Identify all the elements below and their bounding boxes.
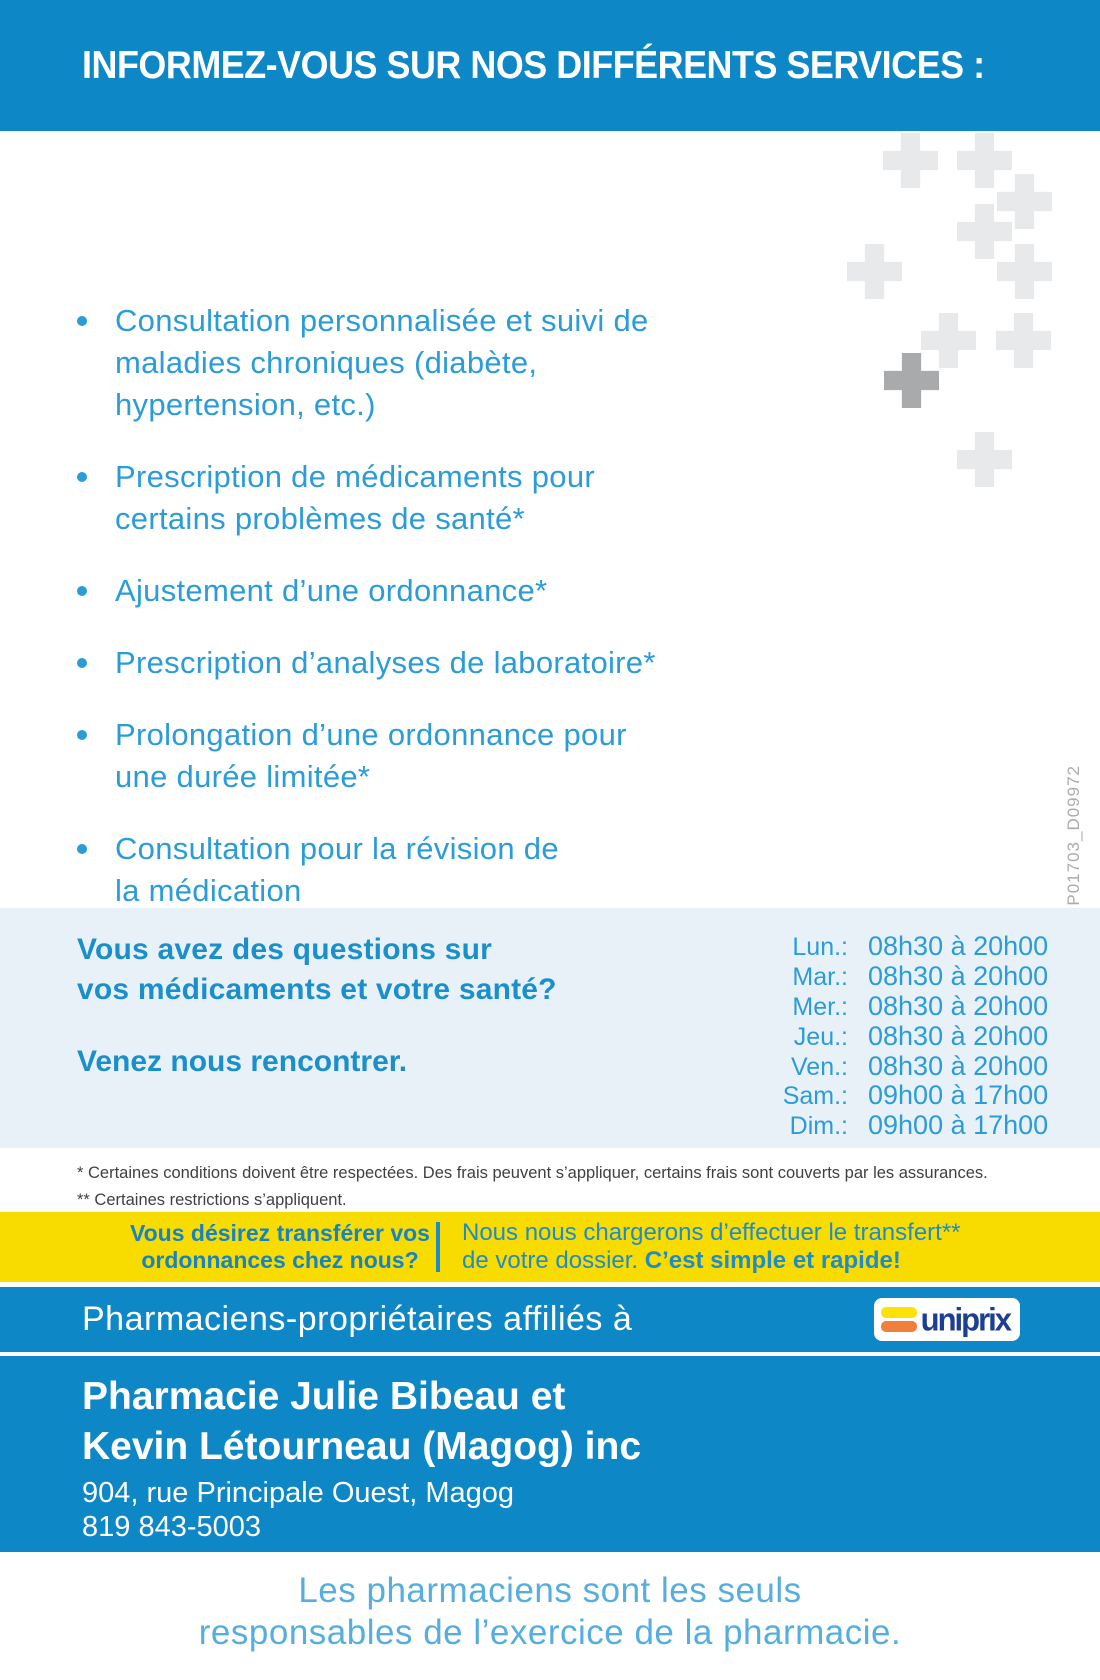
hours-day-label: Mer.: (792, 992, 848, 1021)
hours-row: Dim.: 09h00 à 17h00 (745, 1110, 1049, 1141)
bullet-icon (77, 472, 87, 482)
header-band: INFORMEZ-VOUS SUR NOS DIFFÉRENTS SERVICE… (0, 0, 1100, 131)
pharmacy-info-section: Pharmacie Julie Bibeau et Kevin Létourne… (0, 1356, 1100, 1552)
disclaimer-text: Les pharmaciens sont les seuls responsab… (0, 1552, 1100, 1654)
hours-day-label: Lun.: (792, 933, 848, 961)
service-item: Prolongation d’une ordonnance pour une d… (77, 714, 767, 798)
affiliation-band: Pharmaciens-propriétaires affiliés à uni… (0, 1287, 1100, 1352)
transfer-answer-line1: Nous nous chargerons d’effectuer le tran… (462, 1219, 961, 1246)
uniprix-logo-bars-icon (880, 1307, 917, 1332)
transfer-question-line2: ordonnances chez nous? (141, 1247, 419, 1273)
hours-row: Jeu.: 08h30 à 20h00 (745, 1021, 1048, 1051)
hours-row: Mar.: 08h30 à 20h00 (745, 961, 1048, 991)
service-item: Consultation personnalisée et suivi de m… (77, 300, 767, 426)
footnote-line1: * Certaines conditions doivent être resp… (77, 1164, 988, 1182)
footnote-line2: ** Certaines restrictions s’appliquent. (77, 1191, 347, 1209)
bullet-icon (77, 586, 87, 596)
pharmacy-name: Pharmacie Julie Bibeau et Kevin Létourne… (82, 1372, 641, 1472)
uniprix-logo-text: uniprix (920, 1301, 1012, 1338)
transfer-answer: Nous nous chargerons d’effectuer le tran… (462, 1219, 961, 1275)
bullet-icon (77, 658, 87, 668)
transfer-question-line1: Vous désirez transférer vos (130, 1220, 430, 1246)
pharmacy-contact: 904, rue Principale Ouest, Magog 819 843… (82, 1476, 514, 1544)
hours-time-value: 09h00 à 17h00 (868, 1080, 1049, 1111)
opening-hours-table: Lun.: 08h30 à 20h00 Mar.: 08h30 à 20h00 Mer.… (745, 931, 1048, 1140)
service-item-text: Consultation pour la révision de la médi… (115, 831, 559, 908)
transfer-question: Vous désirez transférer vos ordonnances … (100, 1220, 460, 1274)
hours-day-label: Ven.: (791, 1052, 848, 1081)
services-section: Consultation personnalisée et suivi de m… (0, 131, 1100, 908)
hours-row: Sam.: 09h00 à 17h00 (745, 1080, 1048, 1110)
questions-heading: Vous avez des questions sur vos médicame… (77, 930, 557, 1010)
transfer-answer-line2-bold: C’est simple et rapide! (644, 1247, 901, 1274)
vertical-divider (436, 1222, 440, 1272)
hours-time-value: 08h30 à 20h00 (868, 960, 1049, 991)
transfer-answer-line2-normal: de votre dossier. (462, 1247, 645, 1274)
meet-us-text: Venez nous rencontrer. (77, 1045, 408, 1078)
bullet-icon (77, 730, 87, 740)
service-item: Ajustement d’une ordonnance* (77, 570, 767, 612)
service-item-text: Prescription de médicaments pour certain… (115, 459, 595, 536)
disclaimer-line1: Les pharmaciens sont les seuls (298, 1571, 802, 1610)
hours-time-value: 09h00 à 17h00 (868, 1110, 1049, 1141)
disclaimer-line2: responsables de l’exercice de la pharmac… (198, 1613, 902, 1652)
print-code: P01703_D09972 (1064, 765, 1083, 906)
disclaimer-section: Les pharmaciens sont les seuls responsab… (0, 1552, 1100, 1680)
bullet-icon (77, 316, 87, 326)
hours-row: Lun.: 08h30 à 20h00 (745, 931, 1048, 961)
questions-heading-line2: vos médicaments et votre santé? (77, 973, 557, 1006)
service-item-text: Prescription d’analyses de laboratoire* (115, 645, 656, 680)
services-list: Consultation personnalisée et suivi de m… (77, 300, 767, 942)
hours-time-value: 08h30 à 20h00 (868, 1050, 1049, 1081)
hours-row: Ven.: 08h30 à 20h00 (745, 1051, 1048, 1081)
pharmacy-phone: 819 843-5003 (82, 1511, 261, 1543)
affiliation-label: Pharmaciens-propriétaires affiliés à (82, 1300, 633, 1338)
service-item-text: Ajustement d’une ordonnance* (115, 573, 548, 608)
transfer-band: Vous désirez transférer vos ordonnances … (0, 1212, 1100, 1282)
service-item: Prescription de médicaments pour certain… (77, 456, 767, 540)
footnotes-section: * Certaines conditions doivent être resp… (0, 1148, 1100, 1212)
hours-time-value: 08h30 à 20h00 (868, 1020, 1049, 1051)
hours-day-label: Mar.: (792, 962, 848, 991)
separator-line (0, 1352, 1100, 1356)
pharmacy-address: 904, rue Principale Ouest, Magog (82, 1477, 515, 1509)
hours-time-value: 08h30 à 20h00 (868, 990, 1049, 1021)
questions-panel: Vous avez des questions sur vos médicame… (0, 908, 1100, 1148)
uniprix-yellow-bar-icon (880, 1307, 917, 1318)
pharmacy-name-line1: Pharmacie Julie Bibeau et (82, 1375, 566, 1418)
service-item-text: Prolongation d’une ordonnance pour une d… (115, 717, 627, 794)
page-title: INFORMEZ-VOUS SUR NOS DIFFÉRENTS SERVICE… (82, 43, 985, 87)
service-item: Prescription d’analyses de laboratoire* (77, 642, 767, 684)
hours-row: Mer.: 08h30 à 20h00 (745, 991, 1048, 1021)
service-item: Consultation pour la révision de la médi… (77, 828, 767, 912)
hours-time-value: 08h30 à 20h00 (868, 931, 1049, 961)
questions-heading-line1: Vous avez des questions sur (77, 933, 492, 966)
service-item-text: Consultation personnalisée et suivi de m… (115, 303, 649, 422)
pharmacy-name-line2: Kevin Létourneau (Magog) inc (82, 1425, 642, 1468)
footnote-text: * Certaines conditions doivent être resp… (77, 1160, 988, 1214)
transfer-answer-line2: de votre dossier. C’est simple et rapide… (462, 1247, 961, 1275)
bullet-icon (77, 844, 87, 854)
hours-day-label: Jeu.: (793, 1022, 848, 1051)
hours-day-label: Sam.: (782, 1082, 848, 1111)
uniprix-logo: uniprix (873, 1298, 1020, 1341)
uniprix-orange-bar-icon (880, 1321, 917, 1332)
hours-day-label: Dim.: (789, 1112, 848, 1141)
